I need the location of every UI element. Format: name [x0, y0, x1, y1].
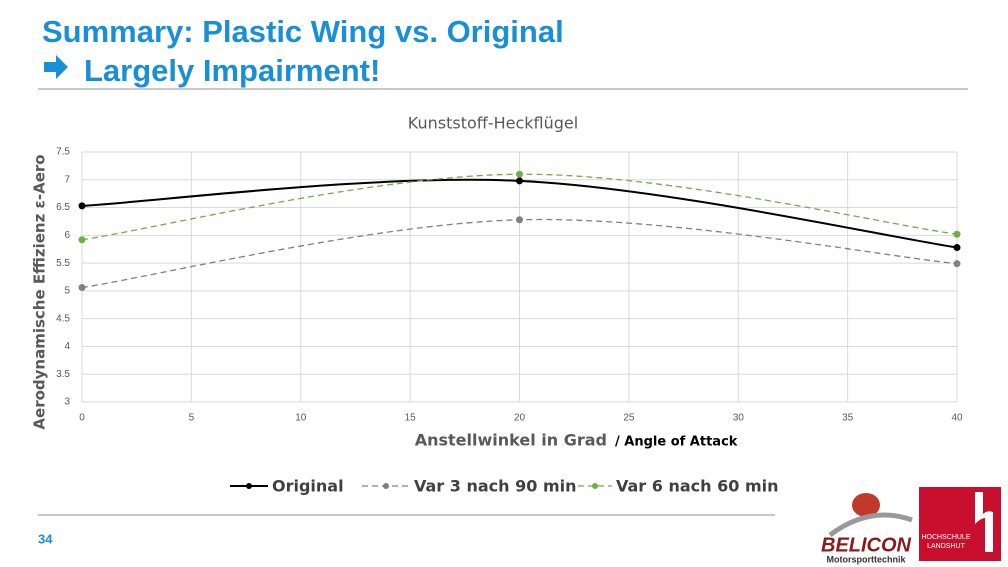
school-text: LANDSHUT — [927, 543, 965, 550]
y-tick-label: 7.5 — [56, 147, 70, 158]
data-point — [78, 202, 86, 210]
y-tick-label: 6 — [64, 230, 70, 241]
legend-label: Var 6 nach 60 min — [616, 477, 778, 496]
y-tick-label: 6.5 — [56, 202, 70, 213]
belicon-logo: BELICON Motorsporttechnik — [821, 493, 913, 564]
y-axis-label: Aerodynamische Effizienz ε-Aero — [31, 154, 49, 429]
slide-title: Summary: Plastic Wing vs. Original — [42, 14, 564, 49]
page-number: 34 — [38, 531, 53, 546]
data-point — [78, 236, 86, 244]
x-tick-label: 20 — [514, 413, 526, 424]
school-logo: HOCHSCHULE LANDSHUT — [919, 487, 1001, 561]
x-axis-label: Anstellwinkel in Grad — [415, 431, 607, 450]
x-tick-label: 0 — [79, 413, 85, 424]
data-point — [516, 216, 523, 224]
x-tick-label: 25 — [623, 413, 635, 424]
data-point — [953, 260, 961, 268]
y-tick-label: 3.5 — [56, 369, 70, 380]
plot: 3 3.5 4 4.5 5 5.5 6 6.5 7 7.5 0 5 10 15 20 25 30 35 40 — [56, 147, 963, 424]
logo-subtext: Motorsporttechnik — [826, 554, 906, 564]
school-mark — [975, 492, 993, 552]
logo-emblem — [852, 493, 880, 517]
x-tick-label: 30 — [733, 413, 745, 424]
chart-title: Kunststoff-Heckflügel — [408, 114, 578, 133]
x-tick-label: 10 — [295, 413, 307, 424]
slide-subtitle: Largely Impairment! — [84, 53, 380, 88]
data-point — [516, 177, 523, 185]
y-tick-label: 3 — [64, 397, 70, 408]
legend-label: Original — [272, 477, 344, 496]
x-tick-label: 40 — [951, 413, 963, 424]
logo-swoosh — [828, 512, 913, 538]
arrow-icon — [44, 55, 68, 79]
y-tick-label: 4.5 — [56, 313, 70, 324]
legend: Original Var 3 nach 90 min Var 6 nach 60 m… — [230, 477, 778, 496]
school-text: HOCHSCHULE — [921, 534, 970, 541]
legend-label: Var 3 nach 90 min — [414, 477, 576, 496]
data-point — [953, 244, 961, 252]
x-tick-label: 15 — [405, 413, 417, 424]
x-tick-label: 5 — [189, 413, 195, 424]
legend-marker — [383, 483, 389, 489]
data-point — [516, 170, 523, 178]
y-tick-label: 5.5 — [56, 258, 70, 269]
x-axis-note: / Angle of Attack — [615, 435, 738, 450]
x-tick-label: 35 — [842, 413, 854, 424]
y-tick-label: 5 — [64, 286, 70, 297]
data-point — [953, 230, 961, 238]
legend-marker — [246, 483, 252, 489]
logo-text: BELICON — [821, 534, 912, 556]
legend-marker — [592, 483, 598, 489]
y-tick-label: 7 — [64, 174, 70, 185]
y-tick-label: 4 — [64, 341, 70, 352]
data-point — [78, 284, 86, 292]
